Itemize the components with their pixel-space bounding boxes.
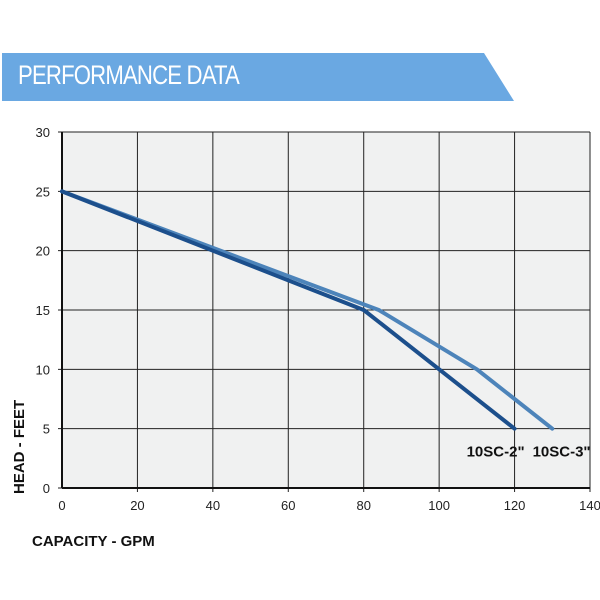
page-title: PERFORMANCE DATA — [18, 60, 240, 90]
x-tick-label: 80 — [356, 498, 370, 513]
series-label: 10SC-2" — [467, 444, 525, 461]
x-tick-label: 20 — [130, 498, 144, 513]
header-banner — [2, 53, 514, 101]
y-tick-label: 15 — [36, 303, 50, 318]
x-tick-label: 140 — [579, 498, 600, 513]
y-tick-label: 10 — [36, 362, 50, 377]
x-tick-label: 0 — [58, 498, 65, 513]
y-tick-label: 20 — [36, 244, 50, 259]
series-line — [60, 189, 555, 431]
x-tick-label: 40 — [206, 498, 220, 513]
y-tick-label: 30 — [36, 125, 50, 140]
y-tick-label: 0 — [43, 481, 50, 496]
y-axis-label: HEAD - FEET — [11, 400, 28, 494]
series-label: 10SC-3" — [533, 444, 591, 461]
x-axis-label: CAPACITY - GPM — [32, 533, 155, 550]
x-tick-label: 60 — [281, 498, 295, 513]
series-line — [60, 189, 517, 431]
x-tick-label: 100 — [428, 498, 450, 513]
y-tick-label: 5 — [43, 422, 50, 437]
y-tick-label: 25 — [36, 184, 50, 199]
x-tick-label: 120 — [504, 498, 526, 513]
